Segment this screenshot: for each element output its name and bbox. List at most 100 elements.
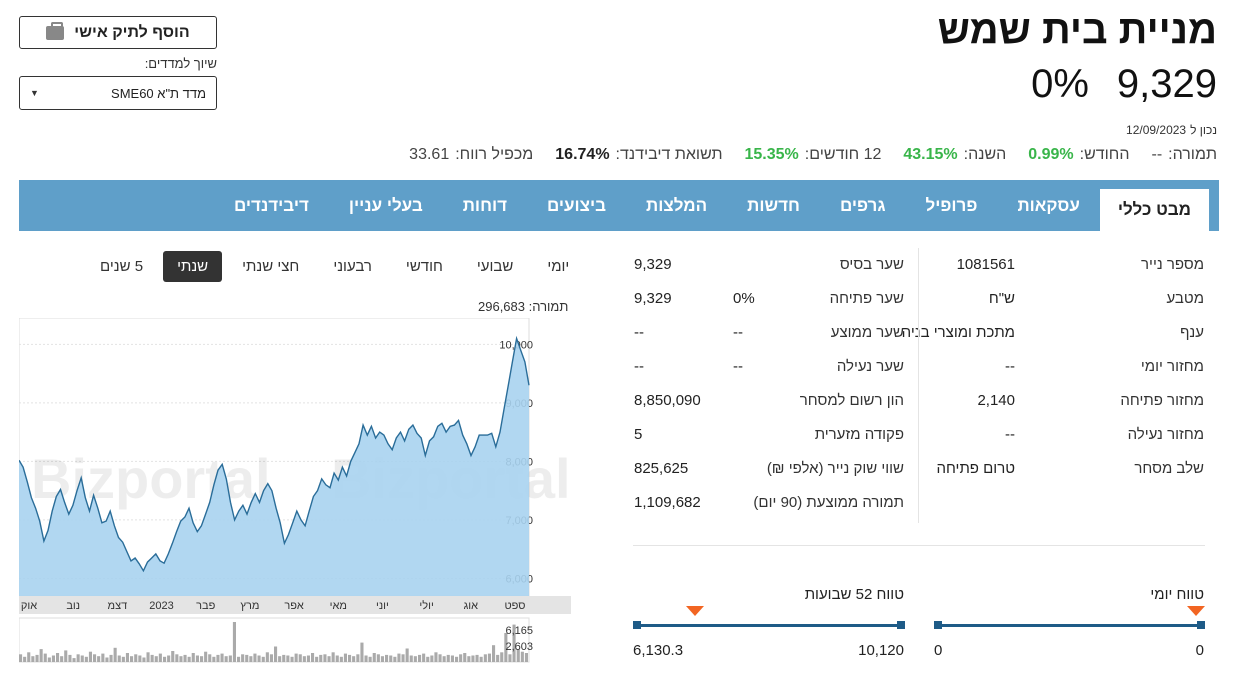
detail-label: פקודה מזערית: [814, 426, 904, 443]
volume-bar: [237, 656, 241, 662]
volume-bar: [125, 653, 129, 662]
x-tick-label: 2023: [149, 600, 173, 612]
volume-bar: [130, 656, 134, 662]
divider: [633, 545, 1205, 546]
range-high-end: [897, 621, 905, 629]
volume-bar: [179, 656, 183, 662]
index-assignment-label: שיוך למדדים:: [144, 56, 217, 71]
volume-tick-label: 6,165: [505, 625, 533, 637]
tab-2[interactable]: פרופיל: [925, 195, 978, 215]
tab-9[interactable]: דיבידנדים: [234, 195, 309, 215]
volume-bar: [278, 656, 282, 662]
price-chart[interactable]: 10,0009,0008,0007,0006,000BizportalBizpo…: [18, 317, 571, 664]
briefcase-icon: [46, 21, 65, 40]
price-chart-svg: 10,0009,0008,0007,0006,000BizportalBizpo…: [18, 317, 571, 663]
index-select[interactable]: מדד ת"א SME60 ▼: [19, 76, 217, 110]
volume-bar: [413, 656, 417, 662]
daily-range-title: טווח יומי: [1150, 586, 1204, 603]
volume-bar: [323, 654, 327, 662]
period-3[interactable]: רבעוני: [333, 258, 372, 275]
period-5[interactable]: שנתי: [163, 251, 223, 282]
volume-bar: [101, 653, 105, 662]
stat-label: החודש:: [1079, 146, 1130, 163]
detail-label: מחזור יומי: [1140, 358, 1204, 375]
chart-turnover-value: 296,683: [478, 299, 525, 314]
volume-bar: [142, 657, 146, 662]
volume-bar: [109, 654, 113, 662]
volume-bar: [372, 653, 376, 662]
period-4[interactable]: חצי שנתי: [242, 258, 300, 275]
volume-bar: [163, 656, 167, 662]
detail-change: --: [733, 358, 743, 375]
stat-item: תשואת דיבידנד: 16.74%: [555, 146, 722, 164]
volume-bar: [405, 648, 409, 662]
range-low-end: [633, 621, 641, 629]
volume-bar: [380, 656, 384, 662]
volume-bar: [232, 622, 236, 662]
volume-bar: [520, 651, 524, 662]
volume-bar: [138, 655, 142, 662]
stat-value: --: [1151, 146, 1163, 163]
period-1[interactable]: שבועי: [476, 258, 514, 275]
tab-5[interactable]: המלצות: [646, 195, 708, 215]
volume-bar: [298, 654, 302, 662]
volume-bar: [51, 655, 55, 662]
volume-bar: [463, 653, 467, 662]
volume-bar: [269, 654, 273, 662]
volume-bar: [171, 651, 175, 662]
chevron-down-icon: ▼: [30, 88, 39, 98]
tab-0[interactable]: מבט כללי: [1099, 189, 1209, 231]
volume-bar: [471, 655, 475, 662]
tab-7[interactable]: דוחות: [462, 195, 507, 215]
daily-range-low: 0: [934, 642, 943, 659]
period-2[interactable]: חודשי: [405, 258, 443, 275]
x-tick-label: אוק: [21, 600, 37, 612]
stat-label: השנה:: [963, 146, 1007, 163]
volume-bar: [401, 654, 405, 662]
volume-bar: [76, 654, 80, 662]
period-6[interactable]: 5 שנים: [100, 258, 144, 275]
daily-range-bar: [934, 606, 1205, 630]
volume-bar: [512, 624, 516, 662]
tab-6[interactable]: ביצועים: [547, 195, 607, 215]
tab-3[interactable]: גרפים: [839, 195, 886, 215]
volume-bar: [524, 653, 528, 662]
range-line: [633, 624, 905, 627]
detail-change: --: [733, 324, 743, 341]
volume-bar: [39, 649, 43, 662]
x-tick-label: פבר: [196, 600, 215, 612]
period-0[interactable]: יומי: [547, 258, 570, 275]
week52-range-high: 10,120: [858, 642, 904, 659]
volume-bar: [150, 654, 154, 662]
volume-bar: [43, 653, 47, 662]
add-to-portfolio-button[interactable]: הוסף לתיק אישי: [19, 16, 217, 49]
as-of-value: 12/09/2023: [1126, 123, 1187, 137]
detail-label: מטבע: [1166, 290, 1205, 307]
volume-bar: [508, 654, 512, 662]
tab-1[interactable]: עסקאות: [1017, 195, 1080, 215]
volume-bar: [286, 655, 290, 662]
detail-value: --: [634, 324, 644, 341]
volume-bar: [422, 653, 426, 662]
last-price: 9,329: [1116, 62, 1217, 106]
change-percent: 0%: [1031, 62, 1089, 106]
stat-item: תמורה: --: [1151, 146, 1217, 164]
volume-bar: [418, 654, 422, 662]
x-axis-strip: [529, 596, 571, 614]
as-of-label: נכון ל: [1190, 123, 1217, 137]
volume-bar: [154, 656, 158, 662]
volume-bar: [492, 645, 496, 662]
as-of-date: נכון ל12/09/2023: [1122, 123, 1217, 137]
volume-bar: [438, 654, 442, 662]
x-tick-label: מאי: [330, 600, 347, 612]
volume-bar: [31, 656, 35, 662]
volume-bar: [294, 653, 298, 662]
volume-bar: [113, 647, 117, 662]
volume-bar: [385, 654, 389, 662]
detail-value: 8,850,090: [634, 392, 701, 409]
volume-bar: [302, 656, 306, 662]
tab-4[interactable]: חדשות: [747, 195, 800, 215]
x-tick-label: אוג: [464, 600, 479, 612]
tab-8[interactable]: בעלי עניין: [348, 195, 423, 215]
volume-bar: [306, 655, 310, 662]
